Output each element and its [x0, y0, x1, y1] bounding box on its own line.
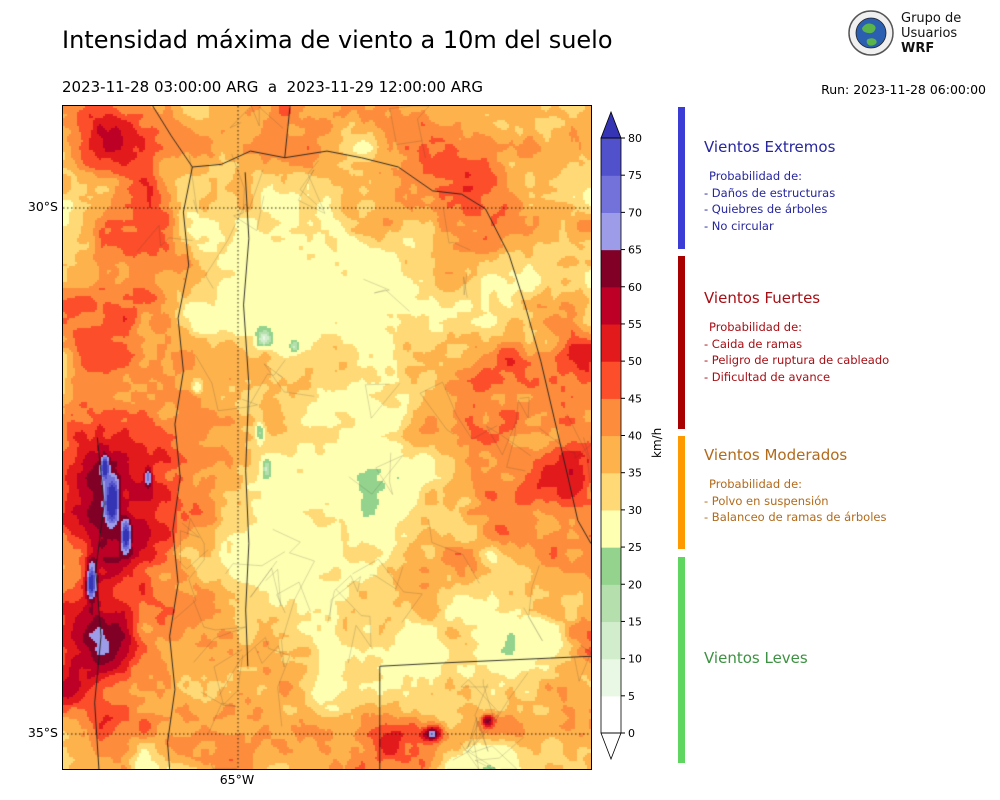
colorbar-segment [601, 212, 621, 251]
colorbar-under-arrow [600, 732, 622, 761]
colorbar-tick-label: 45 [628, 392, 642, 405]
colorbar-segment [601, 695, 621, 734]
valid-period-label: 2023-11-28 03:00:00 ARG a 2023-11-29 12:… [62, 78, 484, 96]
legend-title-fuertes: Vientos Fuertes [704, 289, 821, 307]
legend-item: - Balanceo de ramas de árboles [704, 510, 887, 524]
colorbar-tick-label: 65 [628, 244, 642, 257]
lat-tick-35s: 35°S [27, 725, 58, 740]
colorbar-tick-label: 70 [628, 206, 642, 219]
colorbar-unit-label: km/h [650, 427, 664, 458]
colorbar-segment [601, 323, 621, 362]
legend-items-extremos: Probabilidad de: - Daños de estructuras … [704, 168, 992, 234]
colorbar-tick-label: 30 [628, 504, 642, 517]
colorbar-tick-label: 55 [628, 318, 642, 331]
legend-bar-leves [678, 557, 685, 763]
legend-item: Probabilidad de: [709, 169, 803, 183]
colorbar-segment [601, 361, 621, 399]
colorbar-over-arrow [600, 110, 622, 139]
colorbar-segment [601, 584, 621, 623]
colorbar-tick-label: 60 [628, 281, 642, 294]
legend-bar-fuertes [678, 256, 685, 429]
legend-section-extremos: Vientos Extremos Probabilidad de: - Daño… [704, 138, 992, 234]
colorbar-segment [601, 658, 621, 697]
colorbar-tick-label: 80 [628, 132, 642, 145]
page-title: Intensidad máxima de viento a 10m del su… [62, 26, 613, 54]
colorbar-segment [601, 547, 621, 585]
colorbar-segment [601, 249, 621, 288]
legend-bar-moderados [678, 436, 685, 549]
legend-section-leves: Vientos Leves [704, 649, 992, 667]
wrf-logo: Grupo de Usuarios WRF [848, 10, 961, 56]
colorbar-tick-label: 35 [628, 467, 642, 480]
legend-item: - No circular [704, 218, 774, 233]
colorbar-tick-label: 15 [628, 615, 642, 628]
logo-line-2: Usuarios [901, 25, 958, 41]
lat-tick-30s: 30°S [27, 199, 58, 214]
colorbar-segment [601, 286, 621, 325]
legend-item: - Daños de estructuras [704, 185, 836, 200]
logo-text: Grupo de Usuarios WRF [901, 11, 961, 56]
legend-title-moderados: Vientos Moderados [704, 446, 848, 464]
colorbar-segment [601, 138, 621, 176]
run-label: Run: 2023-11-28 06:00:00 [821, 82, 986, 97]
logo-line-3: WRF [901, 40, 935, 56]
colorbar-tick-label: 10 [628, 653, 642, 666]
legend-item: Probabilidad de: [709, 477, 803, 491]
colorbar-segment [601, 621, 621, 660]
colorbar-segment [601, 509, 621, 548]
colorbar-tick-label: 25 [628, 541, 642, 554]
wind-map [62, 105, 592, 770]
colorbar-segment [601, 398, 621, 437]
legend-item: - Dificultad de avance [704, 369, 831, 384]
logo-line-1: Grupo de [901, 10, 962, 26]
legend-section-moderados: Vientos Moderados Probabilidad de: - Pol… [704, 446, 992, 526]
colorbar-tick-label: 50 [628, 355, 642, 368]
legend-item: - Quiebres de árboles [704, 202, 828, 216]
colorbar-tick-label: 20 [628, 578, 642, 591]
legend-section-fuertes: Vientos Fuertes Probabilidad de: - Caida… [704, 289, 992, 385]
colorbar-segment [601, 175, 621, 213]
wind-map-canvas [63, 106, 591, 769]
colorbar-tick-label: 5 [628, 690, 635, 703]
legend-item: - Peligro de ruptura de cableado [704, 353, 890, 367]
legend-title-leves: Vientos Leves [704, 649, 808, 667]
colorbar-segment [601, 472, 621, 511]
colorbar-segment [601, 435, 621, 474]
lon-tick-65w: 65°W [219, 772, 255, 787]
legend-item: - Polvo en suspensión [704, 493, 829, 508]
legend-title-extremos: Vientos Extremos [704, 138, 836, 156]
legend-items-moderados: Probabilidad de: - Polvo en suspensión -… [704, 476, 992, 526]
globe-icon [848, 10, 894, 56]
colorbar-tick-label: 75 [628, 169, 642, 182]
legend-items-fuertes: Probabilidad de: - Caida de ramas - Peli… [704, 319, 992, 385]
legend-item: - Caida de ramas [704, 336, 803, 351]
colorbar: 0 5 10 15 20 25 30 35 40 45 50 55 60 65 70 75 80 [600, 110, 642, 761]
colorbar-tick-label: 40 [628, 430, 642, 443]
legend-bar-extremos [678, 107, 685, 249]
legend-item: Probabilidad de: [709, 320, 803, 334]
colorbar-tick-label: 0 [628, 727, 635, 740]
